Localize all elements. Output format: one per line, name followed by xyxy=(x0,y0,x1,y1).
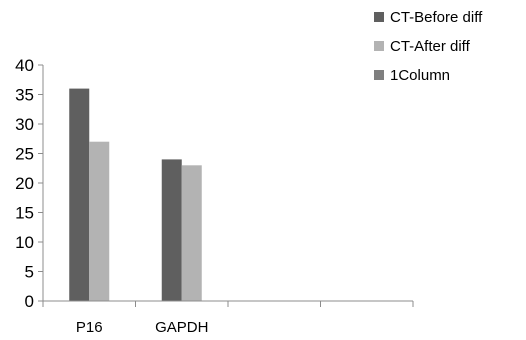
legend-swatch-ct-after-diff xyxy=(374,41,384,51)
tick-labels-group: 0 5 10 15 20 25 30 35 40 P16 GAPDH xyxy=(15,56,208,336)
y-tick-label-5: 5 xyxy=(25,263,34,282)
y-tick-label-20: 20 xyxy=(15,174,34,193)
bar-ct-after-diff-p16 xyxy=(89,141,110,301)
bar-ct-after-diff-gapdh xyxy=(181,165,202,301)
legend-label-ct-before-diff: CT-Before diff xyxy=(390,9,483,26)
legend-swatch-1column xyxy=(374,70,384,80)
y-tick-label-25: 25 xyxy=(15,145,34,164)
legend-label-1column: 1Column xyxy=(390,67,450,84)
y-tick-label-15: 15 xyxy=(15,204,34,223)
y-tick-label-10: 10 xyxy=(15,233,34,252)
x-tick-label-p16: P16 xyxy=(76,319,103,336)
axes-group xyxy=(38,64,414,307)
bar-ct-before-diff-gapdh xyxy=(161,159,182,301)
y-tick-label-0: 0 xyxy=(25,292,34,311)
y-tick-label-40: 40 xyxy=(15,56,34,75)
legend: CT-Before diff CT-After diff 1Column xyxy=(374,9,483,84)
y-tick-label-30: 30 xyxy=(15,115,34,134)
legend-label-ct-after-diff: CT-After diff xyxy=(390,38,471,55)
x-tick-label-gapdh: GAPDH xyxy=(155,319,208,336)
y-tick-label-35: 35 xyxy=(15,86,34,105)
legend-swatch-ct-before-diff xyxy=(374,12,384,22)
bar-ct-before-diff-p16 xyxy=(69,88,90,301)
bars-group xyxy=(69,88,202,301)
